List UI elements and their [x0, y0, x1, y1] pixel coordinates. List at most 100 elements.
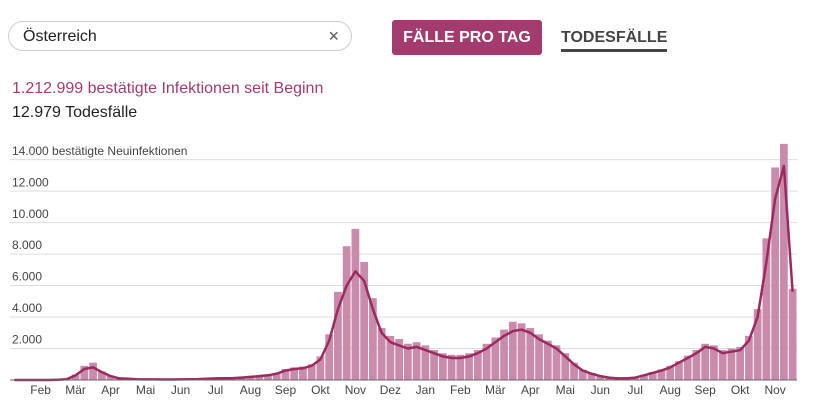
y-tick-label: 10.000: [12, 207, 49, 221]
bar: [675, 361, 683, 380]
y-tick-label: 6.000: [12, 270, 42, 284]
x-tick-label: Jan: [416, 383, 435, 397]
bar: [517, 323, 526, 380]
bar: [281, 368, 290, 380]
bar: [657, 369, 666, 380]
bar: [71, 374, 80, 380]
x-tick-label: Mai: [556, 383, 575, 397]
bar: [377, 328, 386, 380]
deaths-total: 12.979 Todesfälle: [12, 104, 138, 121]
x-tick-label: Mär: [485, 383, 506, 397]
x-tick-label: Aug: [660, 383, 681, 397]
x-tick-label: Mär: [65, 383, 86, 397]
x-tick-label: Sep: [695, 383, 717, 397]
bar: [587, 372, 596, 380]
bar: [360, 261, 369, 380]
bar: [290, 367, 299, 380]
bar: [648, 372, 657, 380]
x-tick-label: Jun: [591, 383, 610, 397]
bar: [482, 343, 491, 380]
bar: [89, 362, 97, 380]
y-tick-label: 8.000: [12, 238, 42, 252]
bar: [80, 365, 89, 380]
bar: [430, 350, 438, 380]
x-tick-label: Jul: [628, 383, 643, 397]
bar: [578, 369, 587, 380]
x-tick-label: Nov: [764, 383, 785, 397]
bar: [736, 346, 745, 380]
infections-total: 1.212.999 bestätigte Infektionen seit Be…: [12, 80, 324, 97]
bar: [771, 167, 780, 380]
bar: [666, 365, 675, 380]
bar: [255, 375, 264, 380]
bar: [710, 345, 718, 380]
x-tick-label: Jul: [208, 383, 223, 397]
bar: [325, 334, 334, 380]
x-tick-label: Sep: [275, 383, 297, 397]
x-tick-label: Okt: [311, 383, 330, 397]
y-tick-label: 12.000: [12, 175, 49, 189]
bar: [386, 335, 395, 380]
x-tick-label: Nov: [345, 383, 366, 397]
bar: [788, 288, 797, 380]
bar: [342, 246, 351, 380]
search-box[interactable]: Österreich ×: [8, 21, 352, 51]
bar: [543, 340, 552, 380]
bar: [745, 335, 753, 380]
bar: [526, 328, 535, 380]
bar: [412, 342, 421, 380]
bar: [246, 376, 255, 380]
trend-line: [14, 164, 794, 382]
x-tick-label: Okt: [731, 383, 750, 397]
x-tick-label: Feb: [450, 383, 471, 397]
bar: [508, 321, 517, 380]
bar: [465, 353, 473, 380]
x-tick-label: Apr: [101, 383, 120, 397]
x-tick-label: Jun: [171, 383, 190, 397]
bar: [683, 355, 692, 380]
x-tick-label: Mai: [136, 383, 155, 397]
bar: [438, 353, 447, 380]
bar: [561, 353, 570, 380]
tab-deaths[interactable]: TODESFÄLLE: [561, 29, 668, 52]
y-tick-label: 4.000: [12, 301, 42, 315]
bar: [491, 337, 500, 380]
y-tick-label: 14.000 bestätigte Neuinfektionen: [12, 144, 187, 158]
bar: [727, 348, 736, 380]
x-tick-label: Dez: [380, 383, 401, 397]
bar: [552, 345, 561, 380]
bar: [753, 309, 762, 380]
bar: [272, 372, 281, 380]
bar: [535, 334, 543, 380]
bar: [447, 354, 456, 380]
bar: [456, 354, 465, 380]
bar: [640, 374, 648, 380]
x-tick-label: Aug: [240, 383, 261, 397]
x-tick-label: Feb: [30, 383, 51, 397]
bar: [351, 228, 360, 380]
bar: [421, 345, 430, 380]
bar: [334, 291, 342, 380]
x-tick-label: Apr: [521, 383, 540, 397]
bar: [701, 343, 710, 380]
bar: [404, 343, 412, 380]
y-tick-label: 2.000: [12, 333, 42, 347]
tab-cases[interactable]: FÄLLE PRO TAG: [392, 20, 542, 55]
bar: [307, 364, 316, 380]
clear-button[interactable]: ×: [328, 26, 339, 46]
bar: [97, 371, 106, 380]
bar: [369, 298, 377, 380]
bar: [780, 143, 788, 380]
bar: [762, 238, 771, 380]
bar: [316, 356, 325, 380]
search-text[interactable]: Österreich: [23, 28, 97, 45]
bar: [500, 329, 508, 380]
bar: [106, 375, 115, 380]
bar: [395, 339, 403, 380]
bar: [264, 374, 272, 380]
bar: [473, 350, 482, 380]
bar: [718, 350, 727, 380]
bar: [299, 366, 307, 380]
